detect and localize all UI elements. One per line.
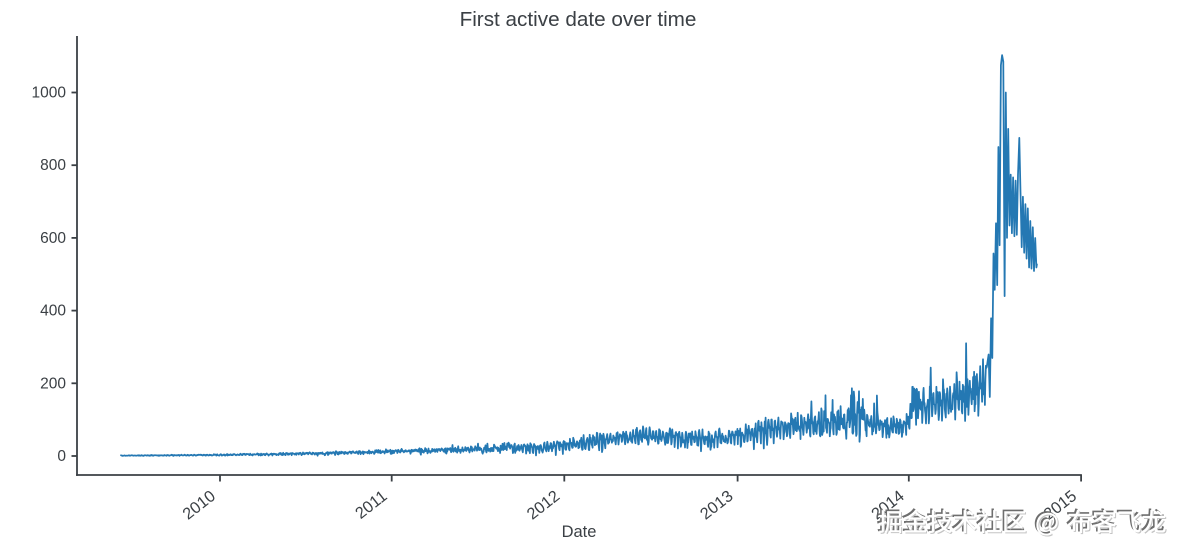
svg-text:1000: 1000 [32,85,67,102]
svg-text:600: 600 [40,230,66,247]
svg-text:200: 200 [40,375,66,392]
svg-text:0: 0 [57,448,66,465]
svg-text:400: 400 [40,303,66,320]
svg-text:800: 800 [40,157,66,174]
svg-text:Date: Date [562,523,597,541]
svg-text:First active date over time: First active date over time [460,8,697,31]
